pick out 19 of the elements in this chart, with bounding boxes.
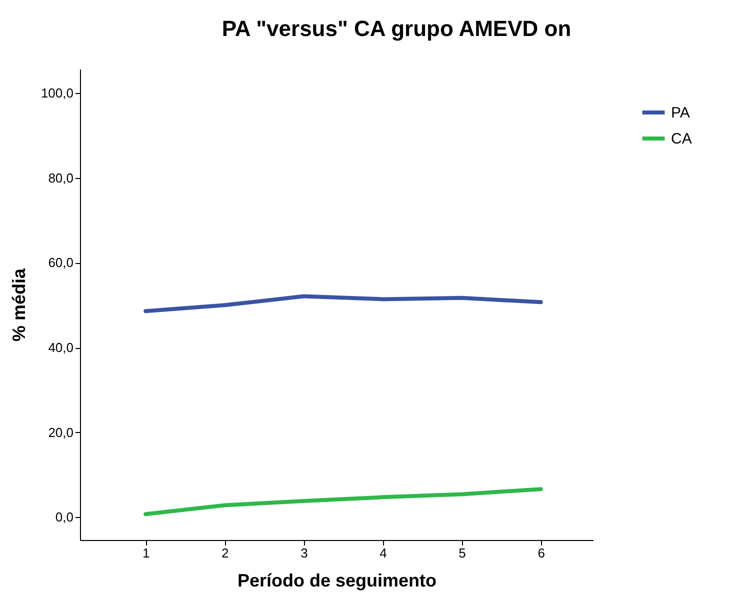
x-tick-label: 6 bbox=[538, 546, 545, 560]
legend-label: PA bbox=[671, 104, 690, 122]
y-axis-title: % média bbox=[8, 268, 29, 342]
x-tick-label: 2 bbox=[222, 546, 229, 560]
x-tick-label: 3 bbox=[300, 546, 308, 560]
line-series bbox=[144, 294, 543, 314]
x-axis-title: Período de seguimento bbox=[237, 570, 437, 590]
chart-title: PA "versus" CA grupo AMEVD on bbox=[222, 16, 572, 41]
legend-label: CA bbox=[671, 130, 692, 148]
y-tick-label: 60,0 bbox=[48, 255, 74, 270]
x-tick-label: 1 bbox=[142, 546, 150, 560]
y-tick-label: 80,0 bbox=[48, 170, 74, 186]
y-tick-label: 100,0 bbox=[40, 86, 74, 101]
x-tick-label: 5 bbox=[458, 546, 466, 560]
y-tick-label: 40,0 bbox=[48, 340, 74, 356]
line-series bbox=[144, 487, 543, 516]
x-tick-label: 4 bbox=[380, 546, 387, 560]
y-tick-label: 20,0 bbox=[48, 424, 74, 440]
y-tick-label: 0,0 bbox=[55, 510, 74, 525]
